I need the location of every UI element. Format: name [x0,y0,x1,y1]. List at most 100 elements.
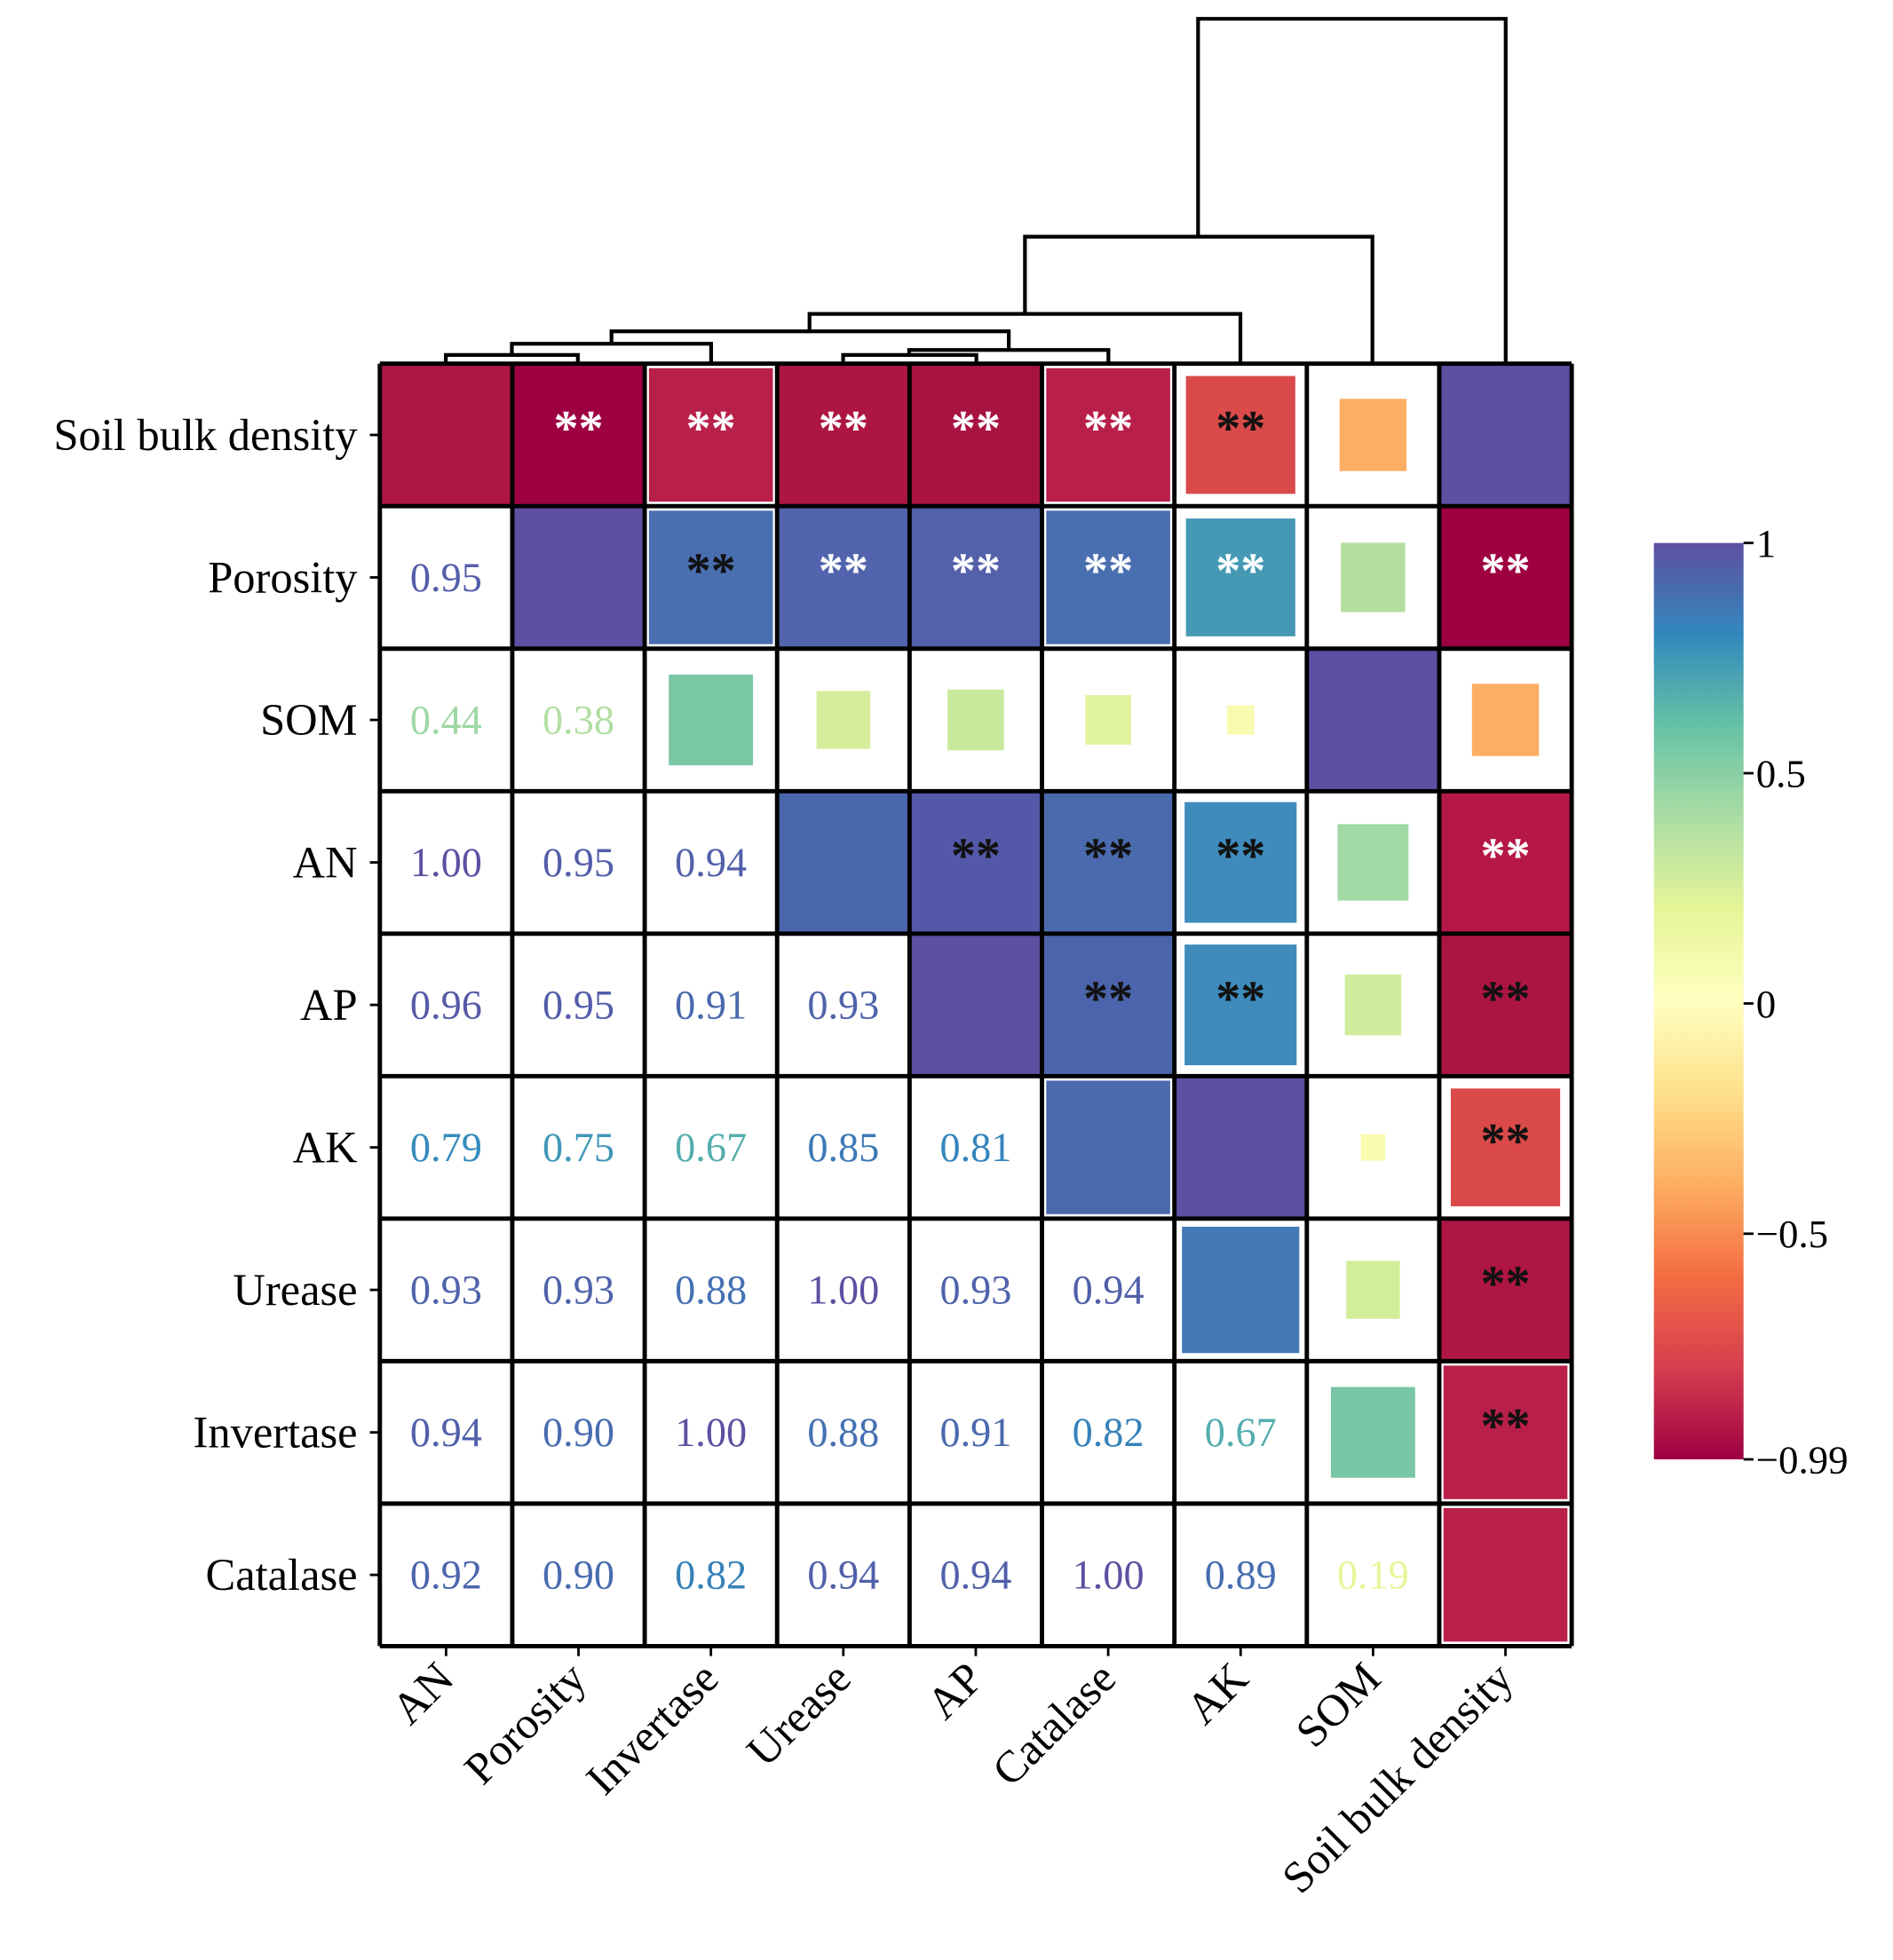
heatmap-cell [1438,363,1572,507]
heatmap-cell: ** [909,506,1042,649]
row-label: AP [300,980,358,1030]
correlation-value: 0.85 [807,1126,879,1171]
heatmap-cell: 0.91 [939,1411,1011,1456]
correlation-value: 0.90 [543,1553,614,1599]
heatmap-cell [946,687,1006,753]
correlation-square [1306,648,1439,792]
heatmap-cell: ** [909,363,1042,507]
heatmap-cell [379,363,512,507]
correlation-square [946,687,1006,753]
heatmap-cell: 0.95 [410,556,482,601]
heatmap-cell: ** [777,363,910,507]
heatmap-cell [777,791,910,934]
heatmap-cell: ** [1042,791,1175,934]
correlation-value: 0.94 [939,1553,1011,1599]
correlation-value: 0.94 [410,1411,482,1456]
correlation-square [909,363,1042,507]
correlation-square [1438,791,1572,934]
correlation-square [777,363,910,507]
significance-marker: ** [1083,829,1133,884]
heatmap-cell [1044,1079,1173,1216]
heatmap-cell: 0.92 [410,1553,482,1599]
column-label: Invertase [576,1653,727,1804]
correlation-square [1044,366,1173,504]
heatmap-cell: 0.82 [1073,1411,1145,1456]
significance-marker: ** [1216,401,1265,456]
heatmap-cell [1335,822,1411,903]
heatmap-cell: ** [1438,791,1572,934]
correlation-value: 0.91 [939,1411,1011,1456]
correlation-square [1180,1224,1302,1355]
column-label: AK [1176,1653,1257,1734]
column-label: Catalase [983,1653,1126,1796]
correlation-square [909,933,1042,1077]
significance-marker: ** [951,829,1001,884]
significance-marker: ** [1481,971,1531,1026]
correlation-value: 1.00 [1073,1553,1145,1599]
correlation-value: 0.94 [675,841,747,886]
heatmap-cell: ** [511,363,646,507]
heatmap-cell: 0.81 [939,1126,1011,1171]
significance-marker: ** [1216,829,1265,884]
heatmap-cell: ** [646,509,775,646]
significance-marker: ** [1481,1399,1531,1454]
significance-marker: ** [819,401,868,456]
heatmap-cell: 0.44 [410,698,482,743]
heatmap-cell: 0.93 [939,1268,1011,1314]
correlation-square [1358,1132,1388,1163]
heatmap-cell: 0.90 [543,1553,614,1599]
heatmap-cell: 0.67 [1205,1411,1277,1456]
correlation-square [1339,541,1407,614]
heatmap-cell: ** [777,506,910,649]
correlation-square [379,363,512,507]
column-label: Porosity [455,1652,596,1793]
correlation-square [1183,942,1299,1068]
significance-marker: ** [1481,829,1531,884]
dendrogram-branch [609,329,1011,351]
colorbar: 1 0.5 0 −0.5 −0.99 [1653,521,1849,1482]
colorbar-tick-label: −0.5 [1756,1212,1828,1256]
column-label: AN [382,1653,463,1734]
heatmap-cell: ** [1438,933,1572,1077]
heatmap-cell: 0.94 [675,841,747,886]
correlation-square [1441,1506,1570,1644]
correlation-square [1438,363,1572,507]
column-label: Soil bulk density [1272,1652,1523,1902]
heatmap-cell: ** [646,366,775,504]
heatmap-cell: 0.95 [543,841,614,886]
dendrogram-branch [1196,17,1508,364]
heatmap-cell: 0.88 [675,1268,747,1314]
correlation-value: 0.92 [410,1553,482,1599]
significance-marker: ** [951,401,1001,456]
correlation-square [1438,1218,1572,1362]
row-label: Porosity [208,552,358,602]
colorbar-tick-label: 1 [1756,521,1776,565]
correlation-value: 1.00 [410,841,482,886]
correlation-value: 0.90 [543,1411,614,1456]
heatmap-cell [1469,682,1541,758]
heatmap-cell [1083,693,1134,747]
heatmap-cell: ** [1441,1363,1570,1501]
correlation-square [1438,933,1572,1077]
correlation-value: 0.88 [675,1268,747,1314]
correlation-value: 0.79 [410,1126,482,1171]
significance-marker: ** [1083,971,1133,1026]
correlation-value: 0.94 [1073,1268,1145,1314]
row-labels: Soil bulk density Porosity SOM AN AP AK Urease… [53,410,380,1600]
correlation-square [1174,1076,1307,1219]
significance-marker: ** [553,401,603,456]
heatmap-cell: 0.19 [1337,1553,1409,1599]
correlation-square [1044,1079,1173,1216]
correlation-square [814,689,873,751]
correlation-value: 0.93 [807,983,879,1028]
correlation-value: 0.93 [410,1268,482,1314]
correlation-square [1438,506,1572,649]
heatmap-cells: ** ** ** ** ** ** 0.95 ** ** ** ** ** ** 0.44 0.38 1.00… [379,363,1572,1644]
row-label: Soil bulk density [53,410,358,460]
heatmap-cell: 0.75 [543,1126,614,1171]
correlation-square [1044,509,1173,646]
correlation-square [1224,703,1256,737]
column-label: Urease [737,1653,860,1776]
heatmap-cell: 0.93 [543,1268,614,1314]
